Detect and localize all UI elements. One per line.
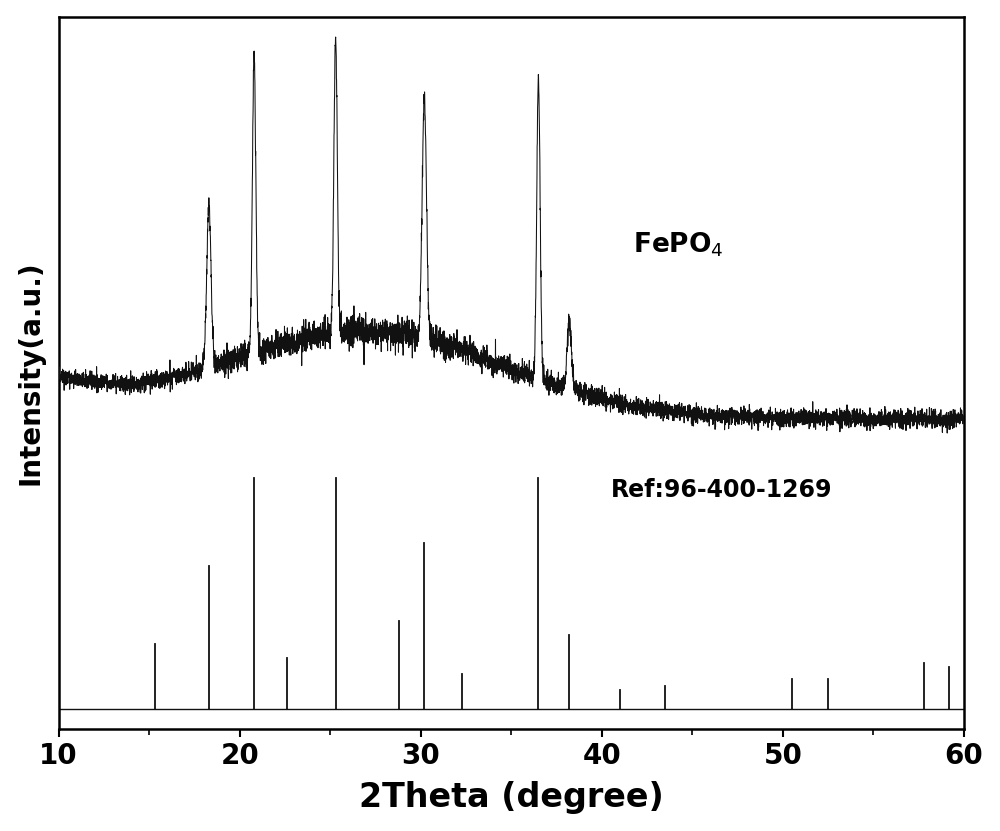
Text: FePO$_4$: FePO$_4$ [633, 230, 724, 259]
X-axis label: 2Theta (degree): 2Theta (degree) [359, 781, 664, 814]
Text: Ref:96-400-1269: Ref:96-400-1269 [611, 479, 832, 503]
Y-axis label: Intensity(a.u.): Intensity(a.u.) [17, 261, 45, 485]
